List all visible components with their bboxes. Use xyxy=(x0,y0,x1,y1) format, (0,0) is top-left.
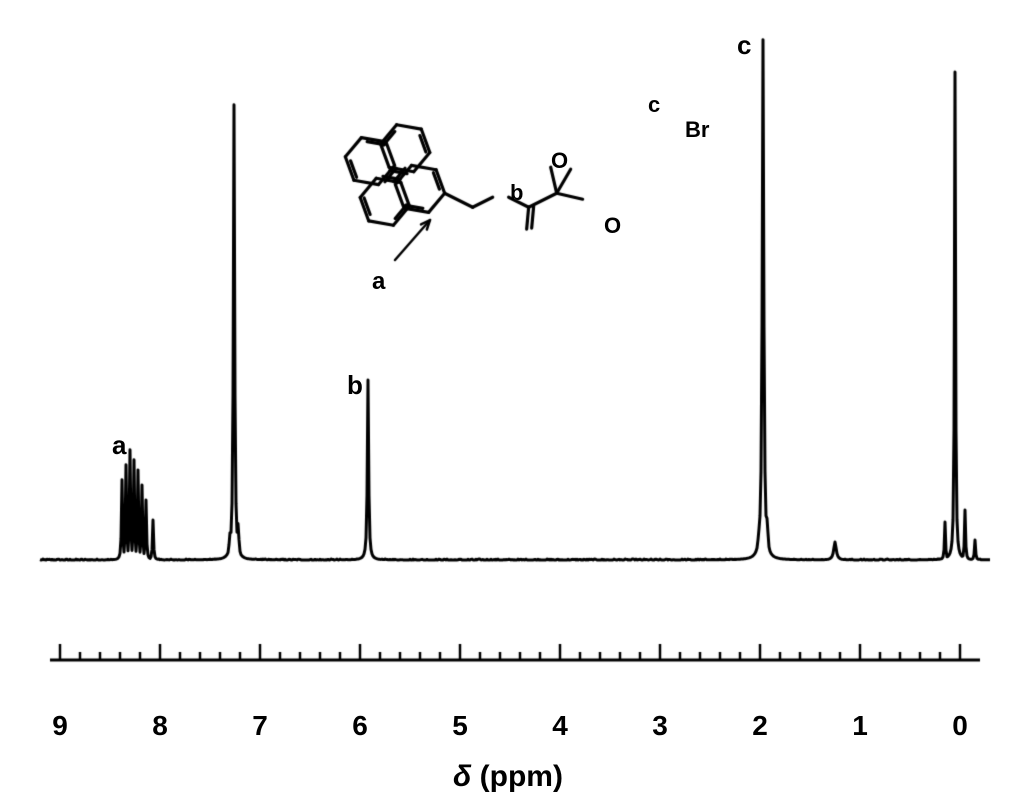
x-tick-label: 0 xyxy=(952,710,968,742)
x-tick-label: 7 xyxy=(252,710,268,742)
peak-label-c: c xyxy=(737,30,751,61)
x-tick-label: 2 xyxy=(752,710,768,742)
structure-label: c xyxy=(648,92,660,118)
structure-label: a xyxy=(372,268,385,296)
x-tick-label: 9 xyxy=(52,710,68,742)
x-tick-label: 6 xyxy=(352,710,368,742)
x-tick-label: 5 xyxy=(452,710,468,742)
x-axis-label: δ (ppm) xyxy=(453,760,563,792)
x-tick-label: 1 xyxy=(852,710,868,742)
molecular-structure: OOBrabc xyxy=(300,100,720,300)
structure-label: O xyxy=(551,148,568,174)
x-tick-label: 3 xyxy=(652,710,668,742)
structure-label: Br xyxy=(685,117,709,143)
x-tick-label: 8 xyxy=(152,710,168,742)
peak-label-a: a xyxy=(112,430,126,461)
structure-label: b xyxy=(510,180,523,206)
structure-label: O xyxy=(604,213,621,239)
nmr-figure: O O Br a b c a b c 9 8 7 6 5 4 3 2 1 0 δ (ppm) xyxy=(0,0,1016,792)
x-tick-label: 4 xyxy=(552,710,568,742)
peak-label-b: b xyxy=(347,370,363,401)
